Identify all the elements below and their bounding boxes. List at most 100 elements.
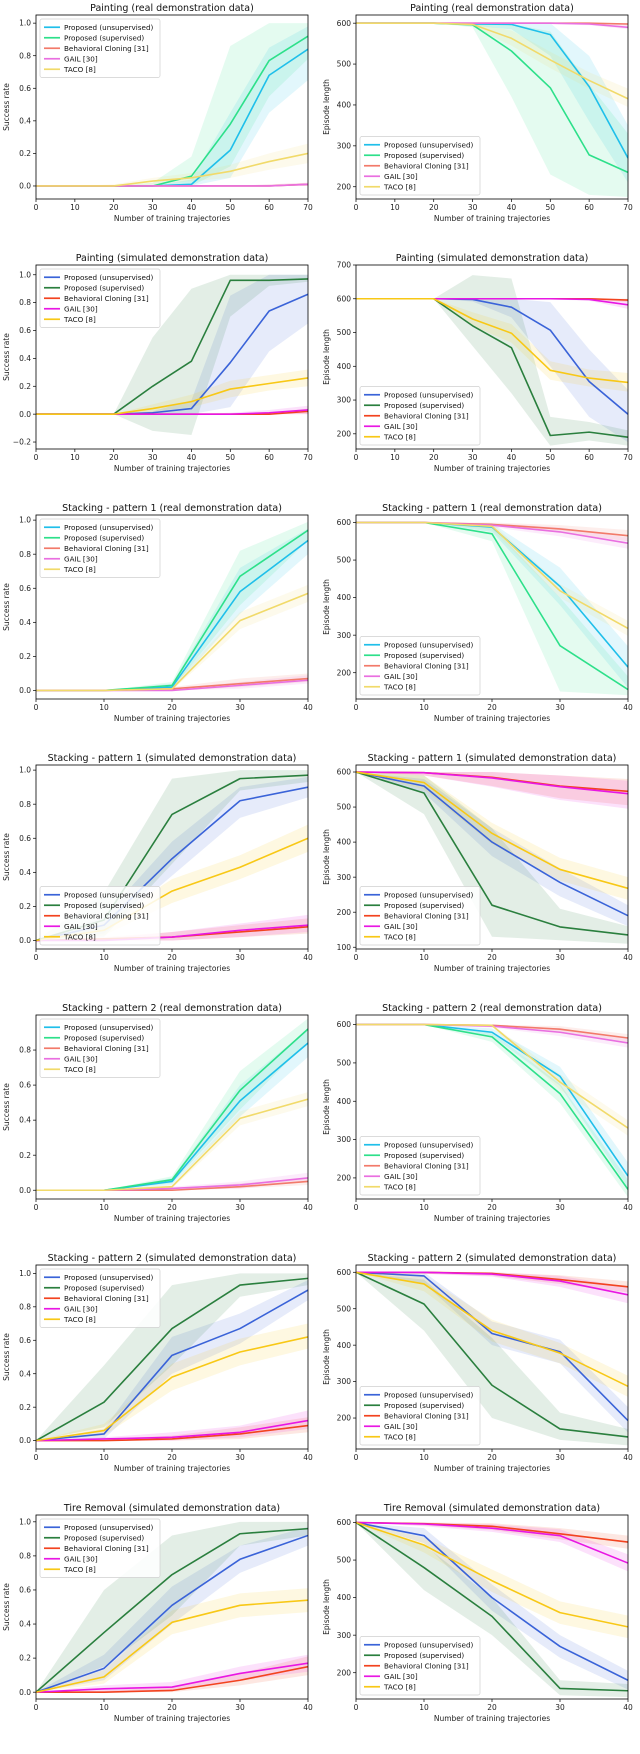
confidence-band xyxy=(356,1272,628,1397)
legend-label: TACO [8] xyxy=(63,565,96,574)
x-tick-label: 20 xyxy=(487,1453,497,1462)
x-axis-label: Number of training trajectories xyxy=(114,1464,230,1473)
confidence-band xyxy=(36,918,308,941)
legend-label: GAIL [30] xyxy=(384,172,418,181)
legend-label: TACO [8] xyxy=(63,932,96,941)
x-tick-label: 0 xyxy=(354,703,359,712)
y-tick-label: 200 xyxy=(337,429,352,438)
x-tick-label: 0 xyxy=(354,953,359,962)
y-tick-label: 0.2 xyxy=(19,1654,31,1663)
x-tick-label: 40 xyxy=(303,1203,313,1212)
y-tick-label: 300 xyxy=(337,141,352,150)
x-tick-label: 70 xyxy=(623,453,633,462)
chart-title: Stacking - pattern 1 (real demonstration… xyxy=(62,503,282,514)
x-tick-label: 0 xyxy=(34,953,39,962)
chart-title: Painting (real demonstration data) xyxy=(410,3,574,14)
y-tick-label: 0.8 xyxy=(19,1046,31,1055)
legend-label: Proposed (unsupervised) xyxy=(64,523,154,532)
x-tick-label: 20 xyxy=(429,203,439,212)
legend-label: Behavioral Cloning [31] xyxy=(384,411,469,420)
x-tick-label: 40 xyxy=(507,453,517,462)
y-tick-label: 0.6 xyxy=(19,1586,31,1595)
legend-label: Behavioral Cloning [31] xyxy=(384,1411,469,1420)
confidence-band xyxy=(356,1522,628,1572)
confidence-band xyxy=(36,1280,308,1441)
x-axis-label: Number of training trajectories xyxy=(434,214,550,223)
y-tick-label: 600 xyxy=(337,294,352,303)
confidence-band xyxy=(356,1522,628,1690)
x-tick-label: 40 xyxy=(187,453,197,462)
y-tick-label: 0.2 xyxy=(19,149,31,158)
y-tick-label: 0.4 xyxy=(19,618,31,627)
x-tick-label: 70 xyxy=(623,203,633,212)
plot-frame xyxy=(35,264,309,450)
legend-label: Proposed (unsupervised) xyxy=(384,390,474,399)
x-tick-label: 20 xyxy=(167,1453,177,1462)
y-tick-label: 1.0 xyxy=(19,516,31,525)
y-tick-label: 500 xyxy=(337,803,352,812)
chart-panel-6: Stacking - pattern 1 (real demonstration… xyxy=(322,503,633,723)
legend-label: Proposed (supervised) xyxy=(384,901,464,910)
confidence-band xyxy=(356,1024,628,1198)
y-tick-label: 500 xyxy=(337,60,352,69)
chart-title: Stacking - pattern 1 (simulated demonstr… xyxy=(48,753,297,764)
chart-title: Tire Removal (simulated demonstration da… xyxy=(63,1503,280,1514)
x-tick-label: 70 xyxy=(303,203,313,212)
y-tick-label: 200 xyxy=(337,668,352,677)
y-axis-label: Episode length xyxy=(322,79,331,135)
y-tick-label: 0.0 xyxy=(19,686,31,695)
y-tick-label: 0.6 xyxy=(19,326,31,335)
chart-title: Painting (simulated demonstration data) xyxy=(396,253,589,264)
chart-panel-7: Stacking - pattern 1 (simulated demonstr… xyxy=(2,753,313,973)
y-tick-label: 600 xyxy=(337,768,352,777)
confidence-band xyxy=(36,521,308,691)
confidence-band xyxy=(36,1417,308,1441)
chart-title: Tire Removal (simulated demonstration da… xyxy=(383,1503,600,1514)
chart-panel-13: Tire Removal (simulated demonstration da… xyxy=(2,1503,313,1723)
legend-label: Proposed (supervised) xyxy=(384,1651,464,1660)
x-tick-label: 30 xyxy=(468,453,478,462)
legend-label: TACO [8] xyxy=(63,315,96,324)
legend-label: Behavioral Cloning [31] xyxy=(64,544,149,553)
legend-label: GAIL [30] xyxy=(64,54,98,63)
y-tick-label: −0.2 xyxy=(13,438,31,447)
y-tick-label: 300 xyxy=(337,396,352,405)
chart-title: Stacking - pattern 1 (simulated demonstr… xyxy=(368,753,617,764)
x-tick-label: 0 xyxy=(354,1703,359,1712)
plot-frame xyxy=(355,264,629,450)
legend: Proposed (unsupervised) Proposed (supervi… xyxy=(359,886,481,946)
x-tick-label: 10 xyxy=(419,703,429,712)
x-tick-label: 10 xyxy=(70,453,80,462)
confidence-band xyxy=(356,23,628,197)
chart-title: Stacking - pattern 2 (simulated demonstr… xyxy=(368,1253,617,1264)
x-tick-label: 20 xyxy=(487,1703,497,1712)
legend-label: Proposed (supervised) xyxy=(64,33,144,42)
y-axis-label: Success rate xyxy=(2,333,11,381)
series-line xyxy=(36,1098,308,1192)
x-tick-label: 30 xyxy=(235,953,245,962)
legend-label: Proposed (unsupervised) xyxy=(64,23,154,32)
confidence-band xyxy=(36,824,308,941)
x-tick-label: 60 xyxy=(264,203,274,212)
confidence-band xyxy=(356,298,628,392)
series-line xyxy=(356,521,628,630)
confidence-band xyxy=(356,772,628,809)
plot-frame xyxy=(355,14,629,200)
y-tick-label: 700 xyxy=(337,261,352,270)
legend-label: Proposed (unsupervised) xyxy=(384,890,474,899)
x-tick-label: 20 xyxy=(167,703,177,712)
y-axis-label: Success rate xyxy=(2,583,11,631)
x-tick-label: 40 xyxy=(303,953,313,962)
x-tick-label: 20 xyxy=(487,703,497,712)
series-line xyxy=(356,1521,628,1681)
x-tick-label: 30 xyxy=(555,1453,565,1462)
legend-label: Behavioral Cloning [31] xyxy=(64,44,149,53)
series-line xyxy=(356,22,628,100)
legend: Proposed (unsupervised)Proposed (supervi… xyxy=(359,136,481,196)
chart-panel-10: Stacking - pattern 2 (real demonstration… xyxy=(322,1003,633,1223)
y-tick-label: 500 xyxy=(337,328,352,337)
y-axis-label: Success rate xyxy=(2,1083,11,1131)
x-tick-label: 60 xyxy=(584,453,594,462)
legend: Proposed (unsupervised)Proposed (supervi… xyxy=(39,268,161,328)
x-tick-label: 0 xyxy=(34,453,39,462)
